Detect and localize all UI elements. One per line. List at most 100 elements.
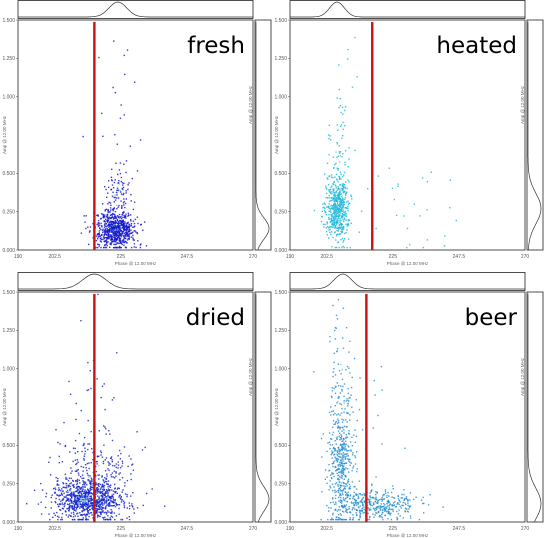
data-point xyxy=(338,487,341,489)
data-point xyxy=(57,518,59,521)
data-point xyxy=(82,503,84,505)
data-point xyxy=(345,213,348,215)
data-point xyxy=(122,194,124,196)
data-point xyxy=(144,221,146,223)
y-tick-label: 1.250 xyxy=(274,328,287,334)
data-point xyxy=(327,206,329,208)
data-point xyxy=(334,222,336,224)
data-point xyxy=(115,224,117,227)
data-point xyxy=(342,186,344,188)
data-point xyxy=(335,216,337,218)
data-point xyxy=(70,500,72,502)
data-point xyxy=(83,455,85,457)
data-point xyxy=(100,241,102,243)
data-point xyxy=(68,506,71,508)
data-point xyxy=(397,497,400,500)
data-point xyxy=(104,216,106,218)
data-point xyxy=(347,207,349,210)
data-point xyxy=(341,223,344,226)
data-point xyxy=(334,203,336,205)
data-point xyxy=(98,232,101,234)
data-point xyxy=(88,515,90,518)
data-point xyxy=(126,479,129,482)
data-point xyxy=(108,236,110,238)
data-point xyxy=(120,191,122,193)
data-point xyxy=(81,510,83,512)
data-point xyxy=(342,497,345,499)
data-point xyxy=(101,226,103,228)
data-point xyxy=(341,502,343,504)
data-point xyxy=(329,188,332,191)
data-point xyxy=(58,455,60,458)
data-point xyxy=(75,503,77,505)
data-point xyxy=(80,500,83,502)
data-point xyxy=(104,496,106,498)
data-point xyxy=(342,219,344,221)
data-point xyxy=(326,482,328,484)
data-point xyxy=(120,239,122,242)
data-point xyxy=(335,385,337,387)
data-point xyxy=(336,455,339,457)
data-point xyxy=(373,508,376,510)
data-point xyxy=(97,514,99,517)
data-point xyxy=(381,389,383,391)
data-point xyxy=(112,210,114,212)
data-point xyxy=(114,465,116,467)
data-point xyxy=(76,500,78,502)
data-point xyxy=(109,214,112,216)
data-point xyxy=(127,184,129,186)
data-point xyxy=(346,191,348,193)
data-point xyxy=(392,488,394,490)
data-point xyxy=(339,486,342,489)
data-point xyxy=(123,244,125,246)
data-point xyxy=(107,488,110,490)
data-point xyxy=(367,502,369,504)
data-point xyxy=(344,125,346,127)
data-point xyxy=(33,489,36,491)
data-point xyxy=(130,458,132,460)
data-point xyxy=(110,474,112,476)
data-point xyxy=(332,490,334,492)
data-point xyxy=(64,473,66,475)
data-point xyxy=(376,512,378,514)
data-point xyxy=(95,505,98,508)
data-point xyxy=(375,512,377,514)
data-point xyxy=(348,397,350,399)
data-point xyxy=(96,487,98,489)
data-point xyxy=(391,485,394,487)
data-point xyxy=(328,189,330,191)
data-point xyxy=(336,143,339,145)
data-point xyxy=(342,473,345,475)
data-point xyxy=(114,487,116,489)
data-point xyxy=(90,502,92,504)
data-point xyxy=(339,233,342,235)
data-point xyxy=(107,495,109,497)
data-point xyxy=(120,452,122,455)
data-point xyxy=(105,208,108,210)
x-tick-label: 225 xyxy=(117,526,126,532)
data-point xyxy=(337,194,340,196)
data-point xyxy=(108,502,110,504)
data-point xyxy=(331,477,333,480)
data-point xyxy=(57,489,60,491)
data-point xyxy=(79,490,82,493)
data-point xyxy=(339,493,341,495)
data-point xyxy=(112,228,115,230)
y-tick-label: 0.500 xyxy=(2,171,15,177)
data-point xyxy=(341,464,343,467)
data-point xyxy=(110,505,112,507)
data-point xyxy=(108,489,110,491)
data-point xyxy=(394,506,397,508)
data-point xyxy=(336,422,339,425)
data-point xyxy=(325,214,328,216)
data-point xyxy=(348,508,351,510)
data-point xyxy=(344,408,346,410)
data-point xyxy=(396,518,399,520)
data-point xyxy=(335,470,337,472)
data-point xyxy=(123,54,125,57)
data-point xyxy=(333,460,336,462)
data-point xyxy=(84,508,87,511)
data-point xyxy=(109,518,112,521)
data-point xyxy=(83,509,85,512)
data-point xyxy=(112,221,115,223)
